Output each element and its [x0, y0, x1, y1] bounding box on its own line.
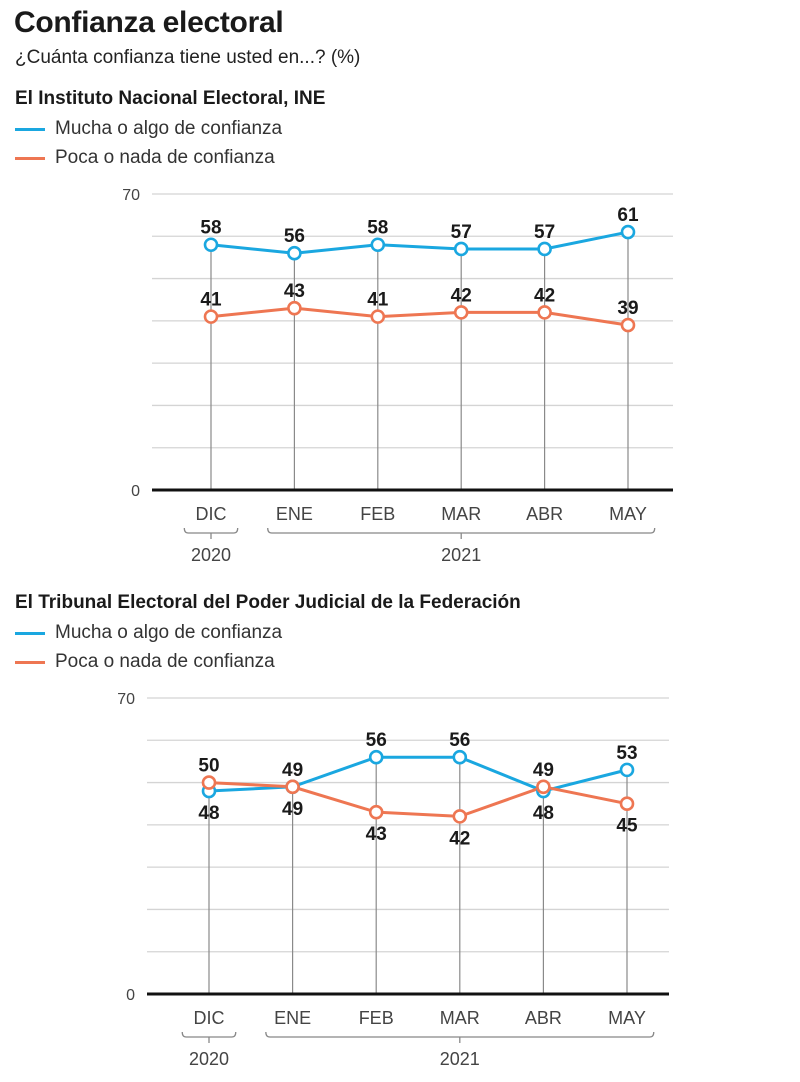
chart-2-legend-mucha: Mucha o algo de confianza	[15, 622, 282, 644]
data-label-mucha: 58	[367, 218, 388, 239]
chart-1-title: El Instituto Nacional Electoral, INE	[15, 88, 326, 109]
legend-label: Poca o nada de confianza	[55, 147, 275, 168]
year-label: 2020	[191, 545, 231, 565]
legend-label: Mucha o algo de confianza	[55, 118, 283, 139]
data-label-poca: 49	[282, 799, 303, 820]
data-label-mucha: 48	[533, 803, 554, 824]
legend-swatch-orange-icon	[15, 660, 45, 664]
data-point-mucha	[620, 224, 636, 240]
data-label-mucha: 56	[366, 730, 387, 751]
data-point-poca	[536, 779, 551, 795]
data-label-mucha: 53	[616, 743, 637, 764]
x-tick-label: FEB	[359, 1008, 394, 1028]
data-label-poca: 39	[617, 298, 638, 319]
data-point-poca	[452, 809, 468, 824]
data-label-poca: 42	[449, 828, 470, 849]
data-label-poca: 49	[533, 760, 554, 781]
data-point-mucha	[370, 237, 386, 253]
data-label-poca: 43	[284, 281, 305, 302]
year-bracket	[265, 1031, 655, 1038]
data-point-poca	[287, 300, 302, 316]
data-label-mucha: 49	[282, 760, 303, 781]
x-tick-label: DIC	[196, 504, 227, 524]
legend-swatch-blue-icon	[15, 127, 45, 131]
data-label-poca: 42	[451, 285, 472, 306]
data-point-poca	[370, 309, 386, 324]
x-tick-label: ENE	[276, 504, 313, 524]
year-bracket	[181, 1031, 237, 1038]
x-tick-label: DIC	[194, 1008, 225, 1028]
data-point-mucha	[619, 762, 635, 778]
data-label-poca: 43	[366, 824, 387, 845]
series-line-poca	[210, 306, 629, 327]
legend-label: Mucha o algo de confianza	[55, 622, 283, 643]
legend-swatch-blue-icon	[15, 631, 45, 635]
y-tick-label: 0	[126, 987, 135, 1004]
data-point-poca	[620, 317, 636, 333]
data-point-poca	[619, 796, 635, 812]
data-point-poca	[453, 305, 469, 320]
data-label-poca: 45	[616, 816, 638, 837]
x-tick-label: ENE	[274, 1008, 311, 1028]
data-label-poca: 41	[200, 290, 222, 311]
data-point-mucha	[453, 241, 469, 257]
chart-1-legend-poca: Poca o nada de confianza	[15, 147, 275, 169]
data-point-mucha	[368, 749, 384, 765]
data-label-mucha: 56	[284, 226, 305, 247]
data-point-mucha	[537, 241, 552, 257]
year-label: 2020	[189, 1049, 229, 1069]
data-label-mucha: 48	[198, 803, 219, 824]
data-point-mucha	[452, 749, 468, 765]
y-tick-label: 0	[131, 483, 140, 500]
data-point-poca	[201, 775, 217, 790]
data-point-mucha	[203, 237, 219, 253]
chart-2-title: El Tribunal Electoral del Poder Judicial…	[15, 592, 521, 613]
chart-1-plot: 0 70 DIC ENE FEB MAR ABR MAY 2020 2021 58 56 58 57 57 6…	[122, 187, 673, 565]
year-label: 2021	[441, 545, 481, 565]
data-label-poca: 41	[367, 290, 389, 311]
series-line-mucha	[210, 230, 629, 255]
x-tick-label: MAY	[608, 1008, 646, 1028]
x-tick-label: ABR	[526, 504, 563, 524]
data-point-poca	[368, 804, 384, 820]
chart-1-legend-mucha: Mucha o algo de confianza	[15, 118, 282, 140]
chart-2-plot: 0 70 DIC ENE FEB MAR ABR MAY 2020 2021 48 49 56 56 48 5…	[117, 691, 669, 1069]
x-tick-label: MAY	[609, 504, 647, 524]
chart-2-legend-poca: Poca o nada de confianza	[15, 651, 275, 673]
page-subtitle: ¿Cuánta confianza tiene usted en...? (%)	[15, 47, 361, 68]
legend-label: Poca o nada de confianza	[55, 651, 275, 672]
y-tick-label: 70	[117, 691, 135, 708]
year-bracket	[267, 527, 656, 534]
data-label-mucha: 58	[200, 218, 221, 239]
data-point-poca	[285, 779, 300, 795]
year-bracket	[183, 527, 239, 534]
series-line-poca	[208, 781, 628, 818]
data-point-poca	[537, 305, 552, 320]
year-label: 2021	[440, 1049, 480, 1069]
legend-swatch-orange-icon	[15, 156, 45, 160]
data-label-mucha: 57	[534, 222, 555, 243]
page-title: Confianza electoral	[14, 6, 284, 39]
data-label-poca: 50	[198, 756, 219, 777]
x-tick-label: ABR	[525, 1008, 562, 1028]
y-tick-label: 70	[122, 187, 140, 204]
data-label-mucha: 57	[451, 222, 472, 243]
data-label-mucha: 56	[449, 730, 470, 751]
x-tick-label: MAR	[440, 1008, 480, 1028]
x-tick-label: MAR	[441, 504, 481, 524]
data-label-poca: 42	[534, 285, 555, 306]
data-label-mucha: 61	[617, 205, 639, 226]
data-point-poca	[203, 309, 219, 324]
data-point-mucha	[287, 245, 302, 261]
x-tick-label: FEB	[360, 504, 395, 524]
